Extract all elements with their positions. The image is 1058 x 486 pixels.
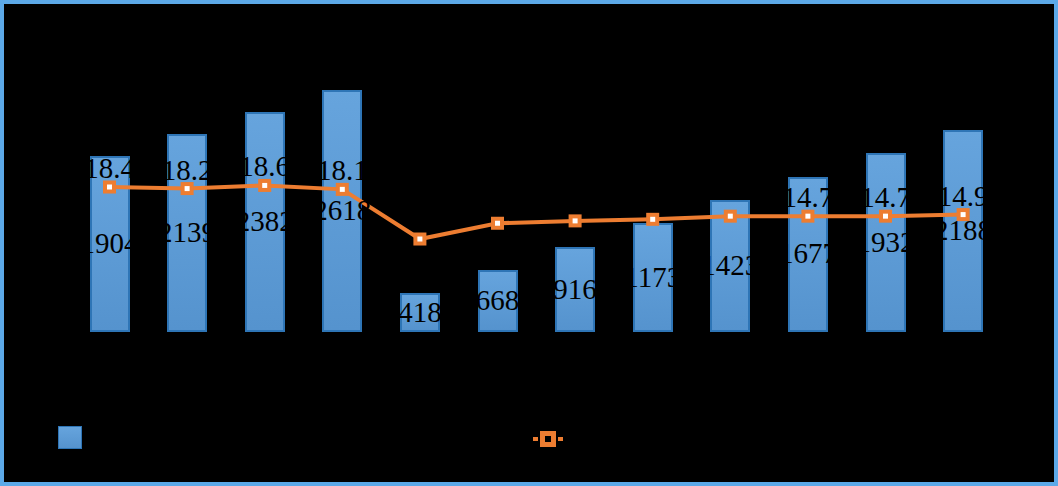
line-marker-9 (724, 210, 737, 223)
bar-label-4: 2618 (282, 195, 402, 225)
line-label-12: 14.9 (903, 181, 1023, 211)
chart-page: { "page": { "background": "#000000", "fr… (0, 0, 1058, 486)
line-marker-5 (413, 233, 426, 246)
legend-line-marker-center (545, 436, 551, 442)
line-marker-6 (491, 217, 504, 230)
line-label-4: 18.1 (282, 155, 402, 185)
line-marker-8 (646, 213, 659, 226)
line-marker-7 (569, 214, 582, 227)
bar-label-12: 2188 (903, 215, 1023, 245)
